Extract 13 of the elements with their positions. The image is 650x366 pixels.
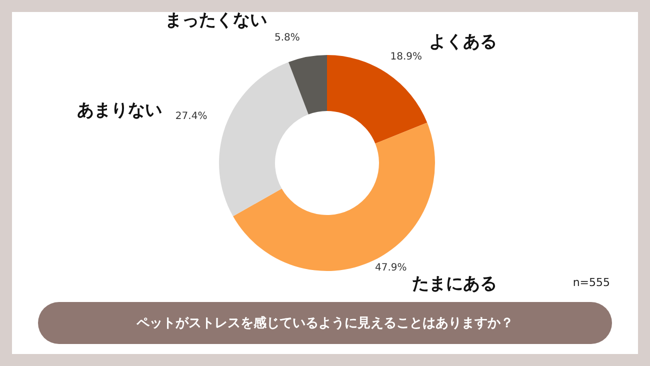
slice-label: たまにある [412, 274, 497, 294]
data-label: 47.9% [374, 262, 407, 274]
slice-label: あまりない [77, 100, 162, 121]
donut-slice [288, 55, 327, 114]
donut-slice [233, 122, 435, 271]
text: ペットがストレスを感じているように見えることはありますか？ [38, 302, 612, 344]
data-label: 27.4% [175, 111, 208, 122]
donut-slice [219, 62, 308, 216]
slice-label: よくある [429, 32, 498, 52]
slice-label: まったくない [164, 10, 267, 30]
data-label: 18.9% [390, 51, 422, 62]
text: n=555 [572, 276, 610, 289]
data-label: 5.8% [274, 32, 300, 44]
